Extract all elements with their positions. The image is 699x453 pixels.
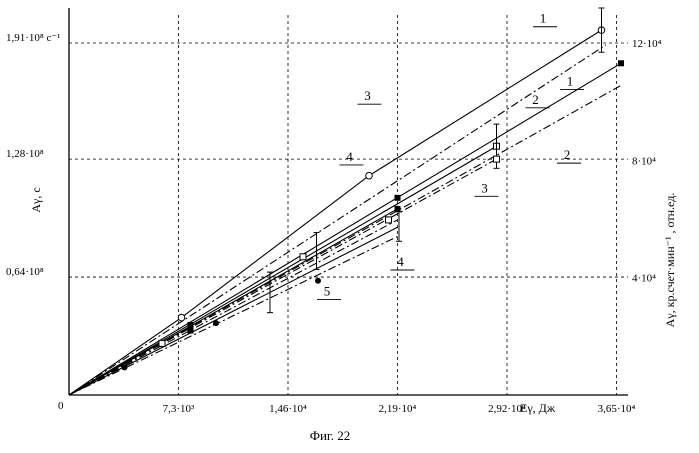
x-tick-label: 3,65·10⁴ [598, 403, 636, 415]
data-point [188, 328, 194, 334]
series-label: 1 [540, 11, 547, 26]
data-point [618, 60, 624, 66]
series-label: 2 [564, 147, 571, 162]
x-tick-label: 7,3·10³ [163, 403, 195, 415]
series-label: 5 [324, 283, 331, 298]
series-label: 1 [567, 73, 574, 88]
series-line-5-solid [69, 227, 398, 395]
y-right-tick-label: 8·10⁴ [632, 155, 656, 167]
x-tick-label: 1,46·10⁴ [269, 403, 307, 415]
data-point [178, 314, 185, 321]
series-line-1-solid [69, 30, 602, 395]
series-label: 4 [397, 254, 404, 269]
series-label: 2 [532, 92, 539, 107]
data-point [188, 322, 194, 328]
x-axis-label: Eγ, Дж [520, 401, 556, 415]
series-line-4-dashdot [69, 220, 398, 395]
data-point [315, 278, 321, 284]
y-left-tick-label: 0,64·10⁸ [6, 266, 44, 278]
grid [69, 15, 628, 395]
x-tick-label: 2,19·10⁴ [379, 403, 417, 415]
series-label: 3 [481, 180, 488, 195]
series-markers [122, 8, 625, 370]
data-point [386, 217, 392, 223]
series-line-3-solid [69, 146, 497, 395]
series-line-3-dashdot [69, 159, 497, 395]
y-left-tick-label: 1,91·10⁸ c⁻¹ [6, 32, 60, 44]
y-left-tick-label: 1,28·10⁸ [6, 148, 44, 160]
series-label: 3 [364, 88, 371, 103]
figure-caption: Фиг. 22 [310, 428, 351, 443]
series-lines [69, 30, 621, 395]
series-line-4-solid [69, 209, 398, 395]
series-labels: 1 1 2 2 3 3 4 4 5 [317, 11, 584, 300]
y-right-tick-label: 12·10⁴ [632, 38, 662, 50]
y-right-axis-label: Aγ, кр.счет·мин⁻¹ , отн.ед. [663, 193, 677, 328]
data-point [213, 320, 219, 326]
data-point [159, 340, 165, 346]
data-point [395, 195, 401, 201]
y-right-tick-label: 4·10⁴ [632, 273, 656, 285]
data-point [122, 364, 128, 370]
series-line-5-dashdot [69, 237, 398, 395]
series-label: 4 [346, 149, 353, 164]
data-point [300, 254, 306, 260]
series-line-2-solid [69, 63, 621, 395]
origin-label: 0 [58, 400, 64, 412]
data-point [395, 206, 401, 212]
series-line-1-dashdot [69, 45, 606, 395]
y-left-axis-label: Aγ, c [29, 187, 43, 212]
data-point [494, 156, 500, 162]
data-point [366, 172, 373, 179]
